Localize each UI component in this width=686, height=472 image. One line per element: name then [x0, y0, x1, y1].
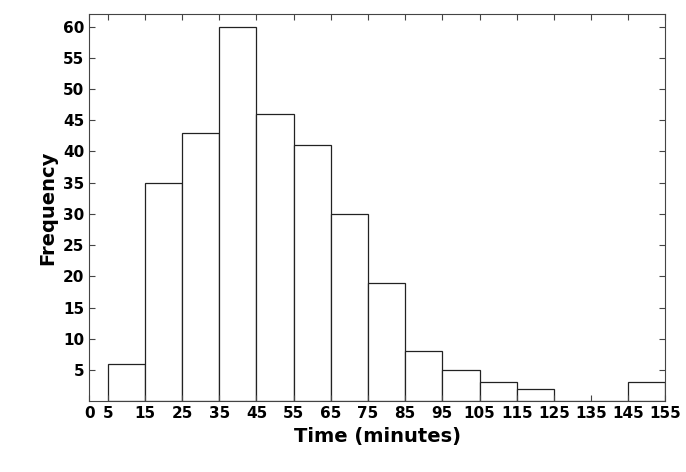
- Bar: [628, 382, 665, 401]
- Bar: [517, 389, 554, 401]
- Bar: [331, 214, 368, 401]
- Bar: [368, 283, 405, 401]
- Bar: [294, 145, 331, 401]
- Bar: [480, 382, 517, 401]
- Bar: [405, 351, 442, 401]
- Bar: [108, 364, 145, 401]
- X-axis label: Time (minutes): Time (minutes): [294, 427, 461, 446]
- Bar: [182, 133, 220, 401]
- Bar: [442, 370, 480, 401]
- Bar: [145, 183, 182, 401]
- Y-axis label: Frequency: Frequency: [38, 151, 58, 265]
- Bar: [257, 114, 294, 401]
- Bar: [220, 26, 257, 401]
